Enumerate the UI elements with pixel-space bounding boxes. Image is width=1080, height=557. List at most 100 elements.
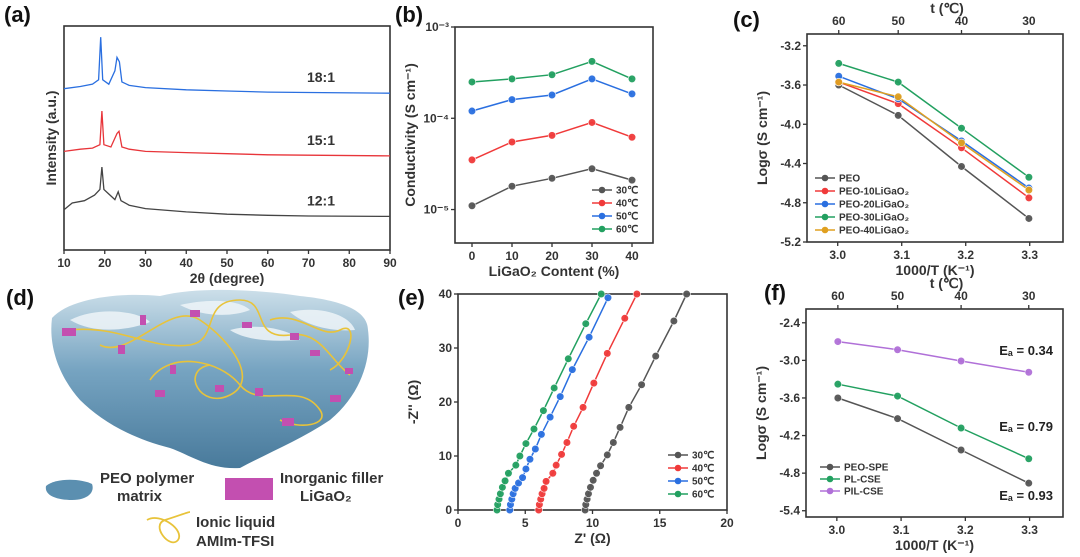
plot-frame: [454, 26, 654, 244]
y-tick-label: 40: [439, 287, 453, 301]
data-point: [518, 473, 527, 482]
data-point: [587, 74, 597, 84]
series-label: 12:1: [307, 192, 335, 208]
x-tick-label: 40: [180, 256, 194, 270]
data-point: [467, 155, 477, 164]
y-tick-label: -5.2: [780, 235, 801, 249]
data-point: [1024, 173, 1033, 182]
legend-marker: [826, 463, 834, 471]
data-point: [894, 92, 903, 101]
top-tick-label: 30: [1022, 14, 1036, 28]
data-point: [603, 450, 612, 460]
chart-f: 3.0 3.1 3.2 3.3 -5.4 -4.8 -4.2 -3.6 -3.0 -2.4 60 50…: [753, 275, 1064, 553]
legend-label: 30℃: [616, 186, 638, 197]
data-point: [833, 380, 842, 389]
data-point: [467, 106, 477, 116]
data-point: [669, 316, 678, 326]
series-line: [837, 340, 1029, 374]
top-tick-label: 50: [892, 14, 906, 28]
y-axis-label: Conductivity (S cm⁻¹): [402, 63, 418, 207]
legend-label: 40℃: [616, 199, 638, 210]
data-point: [467, 77, 477, 87]
data-point: [547, 70, 557, 79]
data-point: [603, 349, 612, 358]
data-point: [511, 461, 520, 470]
top-tick-label: 40: [955, 14, 969, 28]
series-line: [63, 111, 391, 157]
y-tick-label: 10⁻³: [425, 20, 449, 34]
data-point: [557, 450, 566, 459]
matrix-legend-icon: [45, 479, 93, 500]
ionic-liquid-legend-icon: [146, 511, 191, 544]
data-point: [521, 439, 531, 448]
data-point: [546, 413, 555, 422]
data-point: [615, 423, 625, 432]
x-tick-label: 3.1: [893, 248, 910, 262]
legend-marker: [821, 187, 829, 195]
data-point: [627, 176, 637, 185]
x-tick-label: 40: [625, 249, 639, 263]
y-tick-label: -4.8: [779, 466, 800, 480]
data-point: [587, 164, 597, 173]
data-point: [893, 414, 902, 423]
legend-marker: [598, 199, 606, 207]
legend-marker: [598, 212, 606, 220]
legend-marker: [826, 475, 834, 483]
data-point: [833, 393, 842, 403]
x-axis-label: 1000/T (K⁻¹): [895, 537, 974, 553]
data-point: [957, 138, 966, 148]
top-tick-label: 40: [954, 289, 968, 303]
data-point: [834, 59, 843, 68]
series-line: [838, 84, 1030, 220]
legend-marker: [674, 451, 682, 459]
x-tick-label: 30: [139, 256, 153, 270]
legend-marker: [821, 200, 829, 208]
data-point: [893, 345, 902, 354]
y-tick-label: -4.2: [779, 429, 800, 443]
y-tick-label: -3.2: [780, 39, 801, 53]
legend-marker: [674, 464, 682, 472]
data-point: [556, 392, 565, 401]
data-point: [632, 289, 641, 299]
legend-label: PEO-20LiGaO₂: [839, 200, 909, 211]
legend-marker: [821, 213, 829, 221]
legend-marker: [598, 186, 606, 194]
data-point: [596, 461, 605, 470]
legend-label: PIL-CSE: [844, 487, 884, 498]
top-tick-label: 60: [832, 14, 846, 28]
chart-e: 0 5 10 15 20 0 10 20 30 40 Z' (Ω) -Z'' (Ω) 30℃ 40℃ 50℃…: [405, 287, 734, 546]
x-tick-label: 3.1: [893, 523, 910, 537]
y-tick-label: 0: [445, 503, 452, 517]
x-tick-label: 10: [586, 516, 600, 530]
chart-a: 10 20 30 40 50 60 70 80 90 2θ (degree) Intensity (…: [43, 25, 397, 286]
series-line: [837, 383, 1030, 460]
data-point: [550, 383, 559, 393]
data-point: [500, 476, 510, 485]
y-tick-label: -3.6: [779, 391, 800, 405]
y-axis-label: Logσ (S cm⁻¹): [754, 91, 770, 185]
data-point: [507, 95, 517, 104]
panel-label-e: (e): [398, 285, 425, 310]
x-tick-label: 20: [98, 256, 112, 270]
data-point: [597, 289, 606, 299]
data-point: [609, 438, 618, 447]
data-point: [587, 57, 597, 66]
legend-marker: [674, 477, 682, 485]
top-tick-label: 50: [891, 289, 905, 303]
data-point: [589, 379, 598, 388]
data-point: [957, 162, 966, 171]
legend-label: 30℃: [692, 451, 714, 462]
top-axis-label: t (℃): [930, 0, 964, 16]
data-point: [956, 356, 966, 366]
top-axis-label: t (℃): [930, 275, 964, 291]
ionic-legend-line2: AMIm-TFSI: [196, 533, 274, 550]
data-point: [507, 74, 517, 84]
data-point: [547, 131, 557, 140]
panel-label-a: (a): [4, 2, 31, 27]
data-point: [585, 333, 594, 342]
data-point: [568, 365, 577, 374]
matrix-legend-line2: matrix: [117, 488, 163, 505]
y-tick-label: -4.0: [780, 117, 801, 131]
data-point: [627, 74, 637, 84]
